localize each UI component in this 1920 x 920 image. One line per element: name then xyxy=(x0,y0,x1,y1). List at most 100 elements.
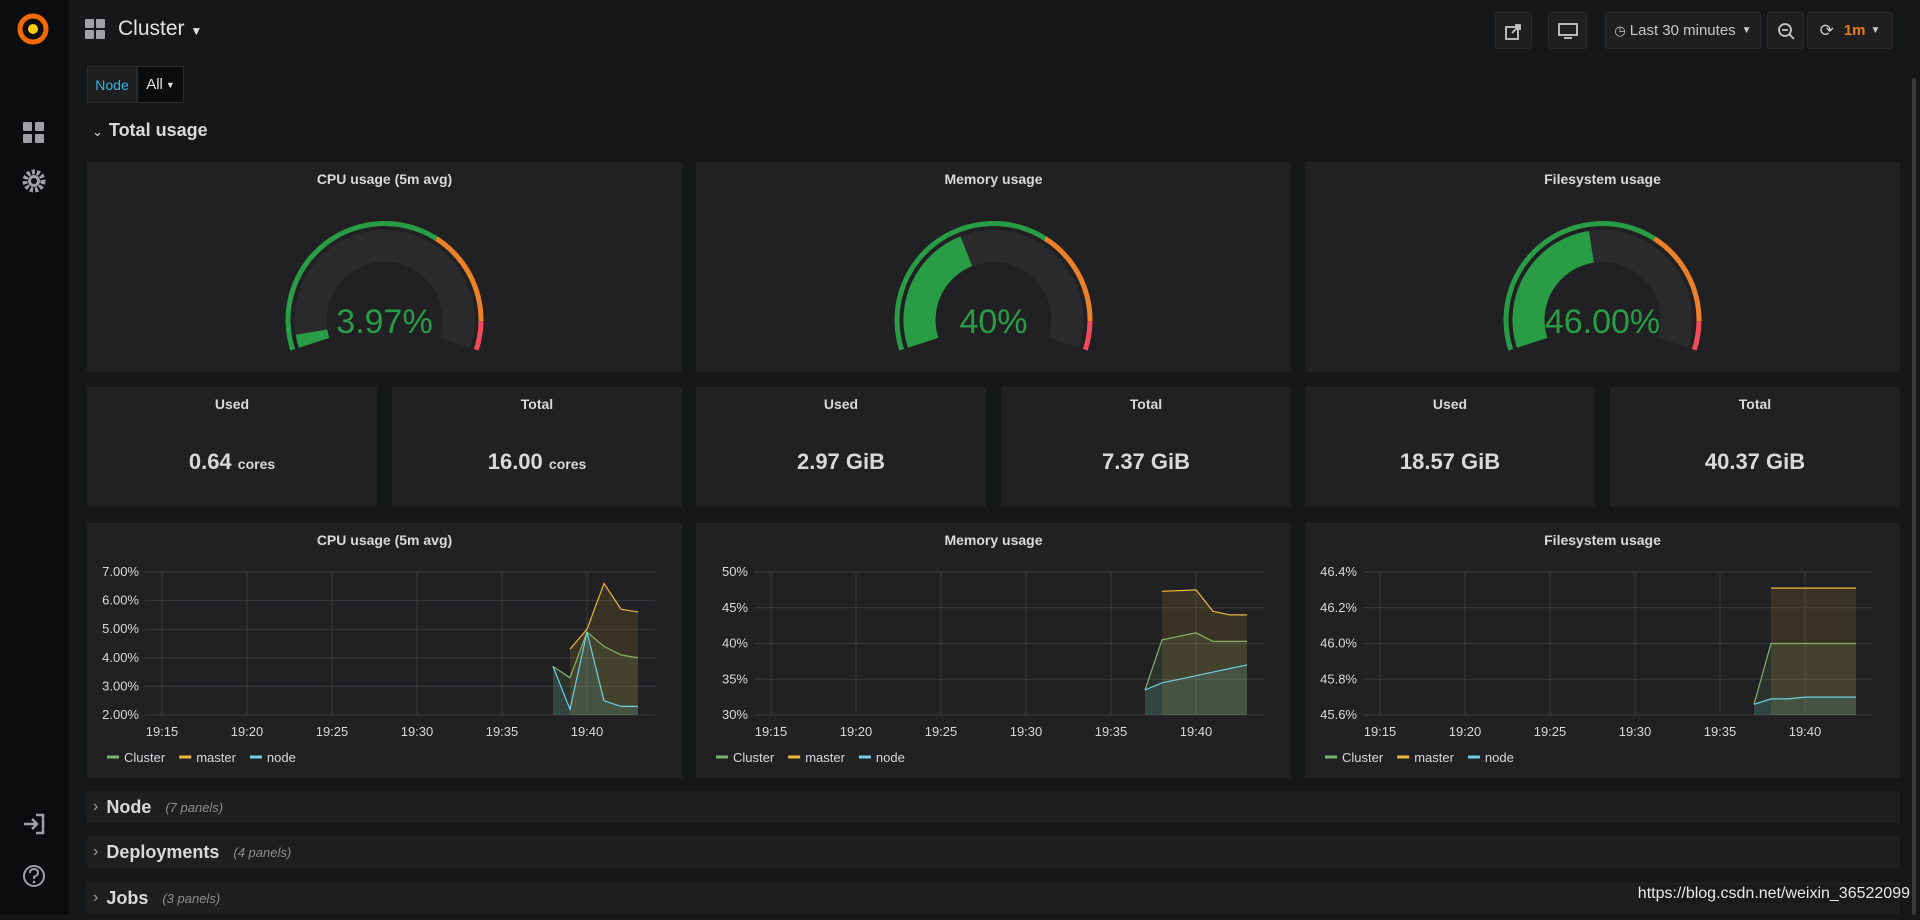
time-picker[interactable]: ◷ Last 30 minutes ▼ xyxy=(1605,12,1761,49)
graph-panel: Memory usage 30% 35% 40% 45% 50% 19:15 19:20 19:… xyxy=(696,523,1291,778)
y-tick-label: 46.2% xyxy=(1320,600,1357,615)
gauge-value: 40% xyxy=(959,303,1027,341)
series-area xyxy=(1771,588,1856,715)
stat-panel: Used 18.57 GiB xyxy=(1305,387,1595,507)
stat-unit: cores xyxy=(237,456,276,472)
x-tick-label: 19:15 xyxy=(1364,724,1397,739)
x-tick-label: 19:35 xyxy=(1095,724,1128,739)
collapsed-row[interactable]: › Node (7 panels) xyxy=(87,791,1900,823)
gauge: 40% xyxy=(894,220,1093,351)
series-line xyxy=(552,631,638,712)
graph-panel: CPU usage (5m avg) 2.00% 3.00% 4.00% 5.00% 6.… xyxy=(87,523,682,778)
row-note: (3 panels) xyxy=(162,890,221,906)
chevron: › xyxy=(93,798,99,815)
x-tick-label: 19:25 xyxy=(925,724,958,739)
series-line xyxy=(1144,632,1247,691)
legend-label: master xyxy=(196,750,236,765)
row-title: Total usage xyxy=(108,120,208,140)
panel-title: Memory usage xyxy=(944,171,1043,187)
settings-icon[interactable] xyxy=(22,169,46,193)
gauge-threshold xyxy=(473,321,484,351)
share-button[interactable] xyxy=(1495,12,1532,49)
stat-unit: cores xyxy=(548,456,587,472)
y-tick-label: 46.0% xyxy=(1320,636,1357,651)
panel-title: Used xyxy=(1432,396,1468,412)
panel-title: CPU usage (5m avg) xyxy=(316,171,453,187)
series-area xyxy=(1145,632,1247,715)
zoom-out-button[interactable] xyxy=(1767,12,1804,49)
caret: ▼ xyxy=(190,24,203,38)
line-chart: 30% 35% 40% 45% 50% 19:15 19:20 19:25 19:30 19:35… xyxy=(716,564,1264,765)
tv-mode-button[interactable] xyxy=(1548,12,1587,49)
graph-panel: Filesystem usage 45.6% 45.8% 46.0% 46.2% 46.4… xyxy=(1305,523,1900,778)
x-tick-label: 19:25 xyxy=(1534,724,1567,739)
legend-label: node xyxy=(876,750,905,765)
panel-title: Total xyxy=(520,396,554,412)
sidebar xyxy=(0,0,69,915)
series-area xyxy=(570,583,638,715)
panel-title: CPU usage (5m avg) xyxy=(316,532,453,548)
sign-in-icon[interactable] xyxy=(24,813,45,835)
stat-value: 16.00 xyxy=(487,449,543,474)
dashboard-title-text: Cluster xyxy=(118,17,185,40)
y-tick-label: 6.00% xyxy=(102,593,139,608)
y-tick-label: 4.00% xyxy=(102,650,139,665)
y-tick-label: 2.00% xyxy=(102,707,139,722)
series-line xyxy=(1161,589,1247,616)
y-tick-label: 7.00% xyxy=(102,564,139,579)
refresh-icon: ⟳ xyxy=(1819,20,1834,40)
y-tick-label: 45.8% xyxy=(1320,671,1357,686)
grafana-logo[interactable] xyxy=(17,13,49,45)
gauge-threshold xyxy=(1082,321,1093,351)
refresh-button[interactable]: ⟳ 1m ▼ xyxy=(1807,12,1893,49)
series-area xyxy=(1162,589,1247,715)
collapsed-row[interactable]: › Deployments (4 panels) xyxy=(87,836,1900,868)
series-line xyxy=(552,631,639,679)
x-tick-label: 19:25 xyxy=(316,724,349,739)
y-tick-label: 30% xyxy=(722,707,748,722)
x-tick-label: 19:40 xyxy=(1180,724,1213,739)
dashboard-icon xyxy=(85,19,105,39)
gauge-panel: CPU usage (5m avg) 3.97% xyxy=(87,162,682,372)
row-title: Node xyxy=(106,796,152,817)
x-tick-label: 19:20 xyxy=(1449,724,1482,739)
series-area xyxy=(553,632,638,715)
x-tick-label: 19:20 xyxy=(840,724,873,739)
panel-title: Filesystem usage xyxy=(1544,171,1661,187)
caret: ▼ xyxy=(165,79,175,90)
series-line xyxy=(569,582,639,650)
x-tick-label: 19:40 xyxy=(1789,724,1822,739)
row-note: (7 panels) xyxy=(165,799,224,815)
y-tick-label: 40% xyxy=(722,636,748,651)
y-tick-label: 46.4% xyxy=(1320,564,1357,579)
x-tick-label: 19:30 xyxy=(1010,724,1043,739)
series-area xyxy=(1145,664,1247,715)
gauge-threshold xyxy=(434,236,484,322)
dashboard-title[interactable]: Cluster ▼ xyxy=(118,17,202,41)
series-line xyxy=(1144,664,1248,691)
gauge-value-band xyxy=(1512,231,1594,348)
stat-value-box: 0.64 cores xyxy=(87,449,377,475)
stat-panel: Used 0.64 cores xyxy=(87,387,377,507)
collapsed-row[interactable]: › Jobs (3 panels) xyxy=(87,882,1900,914)
legend-label: Cluster xyxy=(1342,750,1384,765)
stat-value-box: 2.97 GiB xyxy=(696,449,986,475)
gauge-value: 46.00% xyxy=(1545,303,1660,341)
time-range: Last 30 minutes xyxy=(1629,22,1736,39)
stat-panel: Total 7.37 GiB xyxy=(1001,387,1291,507)
dashboards-icon[interactable] xyxy=(23,122,44,143)
x-tick-label: 19:15 xyxy=(146,724,179,739)
gauge-background xyxy=(294,230,475,348)
stat-value-box: 18.57 GiB xyxy=(1305,449,1595,475)
x-tick-label: 19:30 xyxy=(1619,724,1652,739)
stat-panel: Used 2.97 GiB xyxy=(696,387,986,507)
row-note: (4 panels) xyxy=(233,844,292,860)
stat-panel: Total 16.00 cores xyxy=(392,387,682,507)
legend-label: Cluster xyxy=(733,750,775,765)
y-tick-label: 45.6% xyxy=(1320,707,1357,722)
y-tick-label: 3.00% xyxy=(102,678,139,693)
gauge: 46.00% xyxy=(1503,220,1702,351)
help-icon[interactable] xyxy=(23,865,45,887)
row-header[interactable]: ⌄ Total usage xyxy=(92,120,208,141)
variable-select[interactable]: All ▼ xyxy=(137,66,184,103)
